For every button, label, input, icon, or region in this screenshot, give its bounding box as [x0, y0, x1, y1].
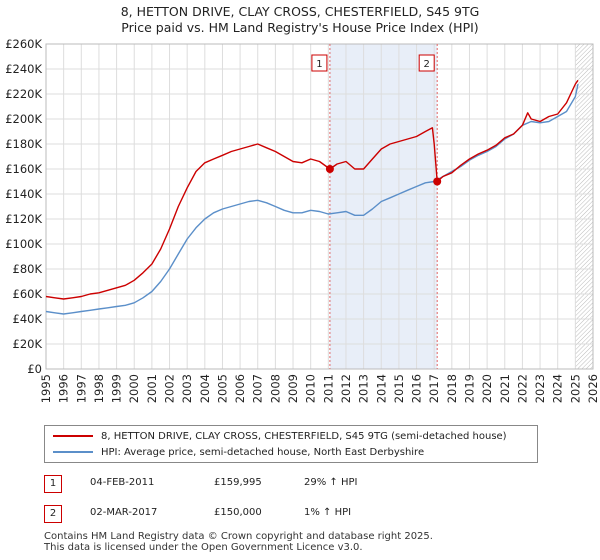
- x-tick-label: 2008: [268, 374, 282, 403]
- footer-copyright: Contains HM Land Registry data © Crown c…: [44, 531, 433, 542]
- legend-red-line: [53, 435, 93, 437]
- x-tick-labels: 1995 1996 1997 1998 1999 2000 2001 2002 2003 2004…: [39, 374, 600, 403]
- transaction-hpi: 1% ↑ HPI: [304, 507, 352, 518]
- y-tick-label: £140K: [5, 187, 42, 201]
- y-tick-label: £0: [27, 362, 42, 376]
- sale-badge-label: 1: [316, 59, 322, 70]
- sale-badge-label: 2: [424, 59, 430, 70]
- x-tick-label: 2011: [321, 374, 335, 403]
- x-tick-label: 2007: [251, 374, 265, 403]
- y-tick-label: £160K: [5, 162, 42, 176]
- future-shade: [46, 44, 593, 369]
- y-tick-label: £40K: [13, 312, 43, 326]
- x-tick-label: 2023: [533, 374, 547, 403]
- y-tick-label: £220K: [5, 87, 42, 101]
- legend-item-hpi: HPI: Average price, semi-detached house,…: [53, 444, 424, 460]
- chart-subtitle: Price paid vs. HM Land Registry's House …: [121, 20, 479, 35]
- y-tick-label: £120K: [5, 212, 42, 226]
- x-tick-label: 1998: [92, 374, 106, 403]
- sale-badge: [418, 54, 435, 72]
- x-tick-label: 2004: [198, 374, 212, 403]
- sale-point: [325, 165, 334, 174]
- x-tick-label: 2005: [215, 374, 229, 403]
- y-tick-label: £80K: [13, 262, 43, 276]
- y-tick-label: £180K: [5, 137, 42, 151]
- x-tick-label: 2020: [480, 374, 494, 403]
- future-hatch: [575, 44, 593, 369]
- x-tick-label: 1997: [74, 374, 88, 403]
- series-line: [45, 83, 579, 315]
- x-tick-label: 2025: [568, 374, 582, 403]
- x-tick-label: 2026: [586, 374, 600, 403]
- x-tick-label: 2016: [410, 374, 424, 403]
- x-tick-label: 2013: [357, 374, 371, 403]
- sale-point: [433, 177, 442, 186]
- ownership-band: [329, 44, 438, 369]
- x-tick-label: 2006: [233, 374, 247, 403]
- x-tick-label: 2017: [427, 374, 441, 403]
- x-tick-label: 2009: [286, 374, 300, 403]
- x-tick-label: 2000: [127, 374, 141, 403]
- x-tick-label: 1995: [39, 374, 53, 403]
- chart-title: 8, HETTON DRIVE, CLAY CROSS, CHESTERFIEL…: [120, 4, 480, 19]
- transaction-price: £150,000: [214, 507, 262, 518]
- legend-property-label: 8, HETTON DRIVE, CLAY CROSS, CHESTERFIEL…: [101, 430, 507, 442]
- plot-area: [46, 44, 593, 369]
- x-tick-label: 2018: [445, 374, 459, 403]
- transaction-price: £159,995: [214, 477, 262, 488]
- x-tick-label: 2024: [551, 374, 565, 403]
- sale-points: [325, 165, 442, 186]
- y-tick-label: £260K: [5, 37, 42, 51]
- y-tick-labels: £0 £20K £40K £60K £80K £100K £120K £140K £160K £1…: [5, 37, 42, 376]
- x-tick-label: 2015: [392, 374, 406, 403]
- y-tick-label: £100K: [5, 237, 42, 251]
- transaction-number: 2: [44, 505, 62, 523]
- y-tick-label: £20K: [13, 337, 43, 351]
- footer: Contains HM Land Registry data © Crown c…: [44, 531, 433, 553]
- x-tick-label: 2014: [374, 374, 388, 403]
- x-tick-label: 1996: [57, 374, 71, 403]
- x-tick-label: 2002: [163, 374, 177, 403]
- x-tick-label: 2022: [515, 374, 529, 403]
- transaction-number: 1: [44, 475, 62, 493]
- y-tick-label: £240K: [5, 62, 42, 76]
- x-tick-label: 2019: [462, 374, 476, 403]
- x-tick-label: 2012: [339, 374, 353, 403]
- legend: 8, HETTON DRIVE, CLAY CROSS, CHESTERFIEL…: [44, 425, 538, 463]
- grid-lines: [45, 43, 594, 370]
- x-tick-label: 2001: [145, 374, 159, 403]
- x-tick-label: 1999: [110, 374, 124, 403]
- transaction-date: 02-MAR-2017: [90, 507, 158, 518]
- transaction-date: 04-FEB-2011: [90, 477, 155, 488]
- x-tick-label: 2021: [498, 374, 512, 403]
- footer-license: This data is licensed under the Open Gov…: [44, 542, 363, 553]
- plot-border: [45, 43, 594, 370]
- price-chart: £0 £20K £40K £60K £80K £100K £120K £140K £160K £1…: [5, 37, 600, 403]
- legend-item-property: 8, HETTON DRIVE, CLAY CROSS, CHESTERFIEL…: [53, 428, 507, 444]
- transaction-hpi: 29% ↑ HPI: [304, 477, 358, 488]
- y-tick-label: £200K: [5, 112, 42, 126]
- legend-blue-line: [53, 451, 93, 453]
- y-tick-label: £60K: [13, 287, 43, 301]
- legend-hpi-label: HPI: Average price, semi-detached house,…: [101, 446, 425, 458]
- x-tick-label: 2010: [304, 374, 318, 403]
- sale-badge: [311, 54, 328, 72]
- x-tick-label: 2003: [180, 374, 194, 403]
